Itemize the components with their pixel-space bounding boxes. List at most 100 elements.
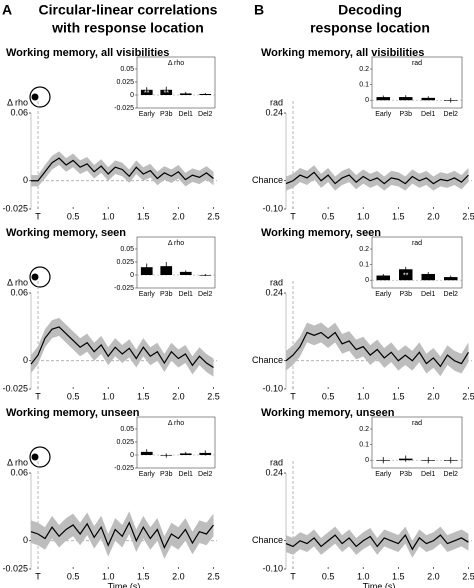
inset-y-tick-label: -0.025 <box>114 105 134 112</box>
x-tick-label: 1.5 <box>137 571 150 581</box>
inset-category: Del2 <box>198 111 213 118</box>
x-tick-label: 1.5 <box>392 391 405 401</box>
inset-y-tick-label: 0.2 <box>359 426 369 433</box>
mean-line <box>285 171 469 185</box>
panel-label: B <box>254 2 264 18</box>
y-tick-label: 0.06 <box>10 467 28 477</box>
inset-category: Del2 <box>444 291 459 298</box>
inset-category: Early <box>139 111 155 118</box>
inset-category: Early <box>139 291 155 298</box>
y-tick-label: 0.24 <box>265 107 283 117</box>
significance: ** <box>144 90 150 97</box>
inset-y-tick-label: 0 <box>130 92 134 99</box>
inset-category: P3b <box>160 291 173 298</box>
inset-category: Early <box>375 111 391 118</box>
panel-title: Working memory, all visibilities <box>261 47 424 59</box>
head-icon <box>29 266 51 288</box>
x-tick-label: 2.0 <box>172 391 185 401</box>
significance: ** <box>403 273 409 280</box>
x-tick-label: T <box>35 391 41 401</box>
x-tick-label: 1.0 <box>102 391 115 401</box>
inset-y-tick-label: 0.05 <box>120 426 134 433</box>
inset-y-label: Δ rho <box>168 420 184 427</box>
x-tick-label: T <box>290 571 296 581</box>
inset-y-tick-label: -0.025 <box>114 465 134 472</box>
panel-title: Working memory, unseen <box>261 407 395 419</box>
x-tick-label: 1.0 <box>357 211 370 221</box>
inset-y-tick-label: 0 <box>130 452 134 459</box>
inset-bar <box>399 269 413 281</box>
inset-y-tick-label: 0.05 <box>120 66 134 73</box>
panel-title: Working memory, seen <box>261 227 381 239</box>
x-tick-label: 1.0 <box>102 211 115 221</box>
column-title: response location <box>310 20 430 36</box>
inset-category: Del2 <box>198 291 213 298</box>
x-tick-label: 1.0 <box>357 571 370 581</box>
x-tick-label: 0.5 <box>67 391 80 401</box>
x-tick-label: 2.0 <box>172 211 185 221</box>
x-tick-label: 2.5 <box>462 211 474 221</box>
inset-y-tick-label: 0.1 <box>359 81 369 88</box>
inset-y-tick-label: 0.025 <box>116 259 134 266</box>
column-title: with response location <box>51 20 204 36</box>
inset-category: Early <box>139 471 155 478</box>
mean-line <box>30 521 214 549</box>
x-tick-label: 0.5 <box>67 571 80 581</box>
inset-bar <box>160 266 173 275</box>
x-tick-label: 2.0 <box>427 571 440 581</box>
mean-line <box>285 331 470 368</box>
x-tick-label: 2.0 <box>427 391 440 401</box>
inset-category: P3b <box>400 471 413 478</box>
panel-label: A <box>2 2 12 18</box>
y-tick-label: 0.06 <box>10 107 28 117</box>
x-tick-label: 0.5 <box>322 391 335 401</box>
y-tick-label: Chance <box>252 535 283 545</box>
y-tick-label: -0.10 <box>262 563 283 573</box>
y-tick-label: -0.025 <box>2 563 28 573</box>
y-axis-label: rad <box>270 457 283 467</box>
y-tick-label: Chance <box>252 175 283 185</box>
x-tick-label: 2.0 <box>427 211 440 221</box>
y-tick-label: 0.06 <box>10 287 28 297</box>
head-icon <box>29 86 51 108</box>
x-tick-label: 1.5 <box>392 211 405 221</box>
inset-bar <box>376 275 390 281</box>
head-icon <box>29 446 51 468</box>
inset-frame <box>136 236 216 289</box>
inset-category: Early <box>375 291 391 298</box>
error-band <box>31 317 214 377</box>
inset-y-tick-label: 0 <box>365 457 369 464</box>
x-tick-label: 0.5 <box>322 571 335 581</box>
y-tick-label: 0 <box>23 175 28 185</box>
y-axis-label: Δ rho <box>7 97 28 107</box>
y-axis-label: Δ rho <box>7 457 28 467</box>
inset-category: Del2 <box>198 471 213 478</box>
column-title: Decoding <box>338 2 402 18</box>
inset-category: Del1 <box>179 291 194 298</box>
panel-title: Working memory, seen <box>6 227 126 239</box>
x-tick-label: 1.5 <box>137 391 150 401</box>
x-tick-label: 2.5 <box>462 391 474 401</box>
y-tick-label: 0.24 <box>265 287 283 297</box>
x-axis-label: Time (s) <box>363 581 396 588</box>
x-tick-label: 1.5 <box>392 571 405 581</box>
inset-category: Del1 <box>179 471 194 478</box>
x-tick-label: 2.0 <box>172 571 185 581</box>
inset-category: Del1 <box>421 111 436 118</box>
inset-y-tick-label: 0 <box>365 277 369 284</box>
inset-frame <box>371 416 463 469</box>
y-tick-label: 0.24 <box>265 467 283 477</box>
inset-y-tick-label: 0.2 <box>359 66 369 73</box>
inset-category: Del1 <box>421 291 436 298</box>
column-title: Circular-linear correlations <box>39 2 218 18</box>
inset-category: Del1 <box>179 111 194 118</box>
inset-y-label: rad <box>412 60 422 67</box>
inset-y-tick-label: 0.025 <box>116 439 134 446</box>
inset-category: P3b <box>160 471 173 478</box>
x-axis-label: Time (s) <box>108 581 141 588</box>
x-tick-label: 2.5 <box>207 211 220 221</box>
inset-category: P3b <box>160 111 173 118</box>
inset-frame <box>136 416 216 469</box>
inset-y-tick-label: 0 <box>130 272 134 279</box>
